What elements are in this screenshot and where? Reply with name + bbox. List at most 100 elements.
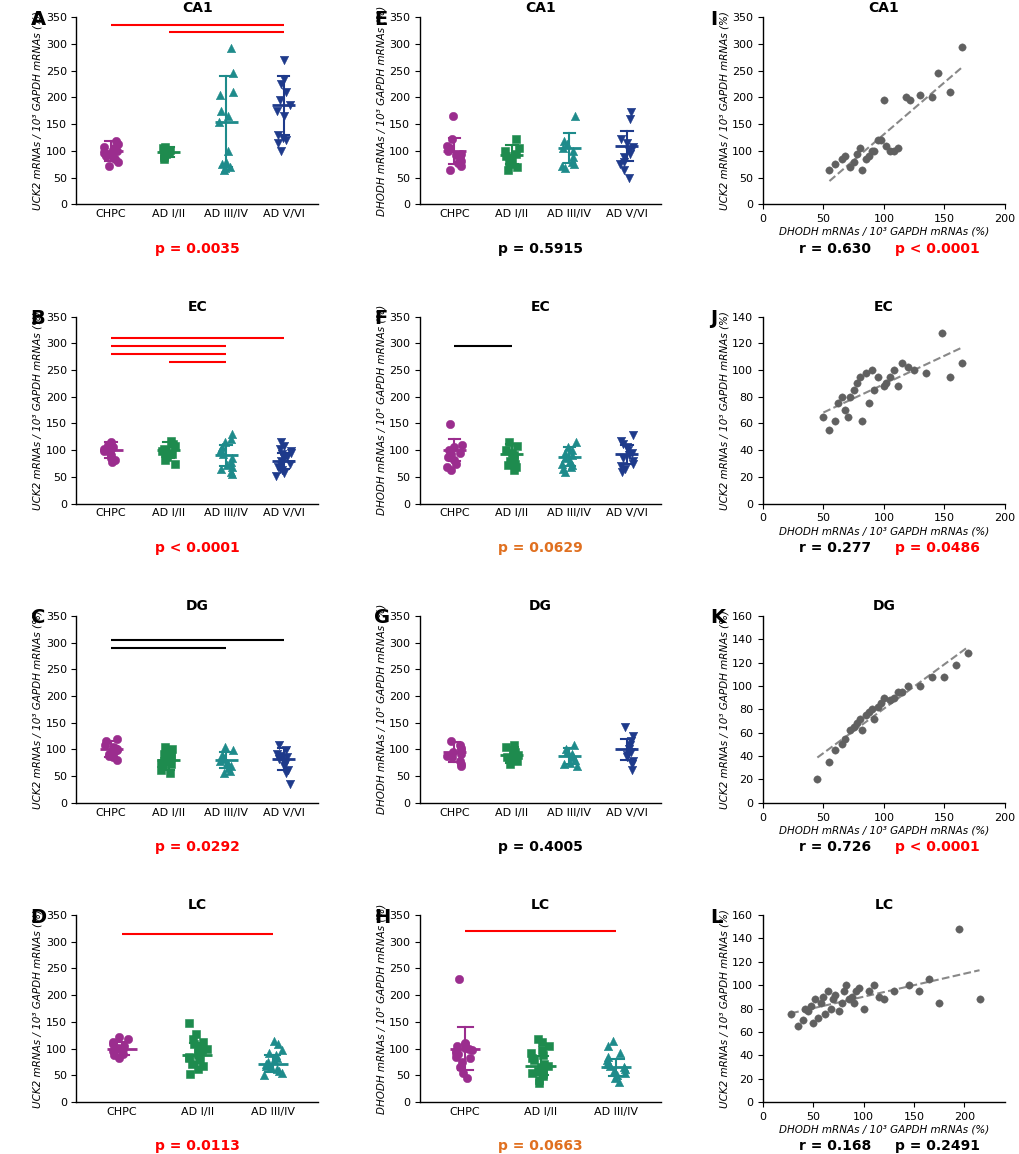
Point [218,152,234,171]
Title: DG: DG [529,599,551,613]
Point [195,1057,211,1076]
Point [820,752,837,771]
Point [622,110,638,128]
Point [97,441,113,459]
Point [860,395,876,413]
Point [447,1048,464,1066]
Point [565,748,581,766]
Point [504,741,521,759]
Point [98,732,114,750]
Point [450,969,467,988]
Point [884,982,901,1001]
Point [954,37,970,55]
Point [268,1059,284,1078]
Point [109,1039,125,1057]
Point [157,142,173,160]
Text: G: G [373,608,389,628]
Point [557,740,574,758]
Point [114,1040,130,1058]
Point [96,440,112,458]
Title: EC: EC [187,300,207,314]
Point [199,1040,215,1058]
Point [159,448,175,466]
Point [599,1052,615,1071]
Point [614,449,631,467]
Point [503,150,520,168]
Point [619,441,635,459]
Point [272,91,288,110]
Point [826,741,843,759]
Text: E: E [373,10,386,29]
Point [448,1036,465,1055]
Point [899,676,915,695]
Point [833,150,849,168]
Point [497,737,514,756]
Point [255,1066,271,1085]
Point [108,132,124,150]
Point [98,147,114,165]
Point [222,39,238,58]
Point [612,432,629,450]
Point [442,732,459,750]
Point [615,459,632,478]
Point [440,441,457,459]
Point [837,729,853,748]
Point [273,445,289,464]
Point [535,1055,551,1073]
Point [447,455,464,473]
Point [853,160,869,179]
Point [272,142,288,160]
Point [565,148,581,166]
Point [839,407,855,426]
Point [156,737,172,756]
X-axis label: DHODH mRNAs / 10³ GAPDH mRNAs (%): DHODH mRNAs / 10³ GAPDH mRNAs (%) [777,1124,988,1134]
Point [225,65,242,83]
Point [506,743,523,762]
Point [567,751,583,770]
Point [109,152,125,171]
Point [438,747,454,765]
Point [621,447,637,465]
Point [109,729,125,748]
Point [452,157,469,175]
Point [194,1041,210,1059]
Point [824,990,841,1009]
Point [220,759,236,778]
Point [269,1049,285,1067]
Point [948,655,964,674]
Point [562,458,579,477]
Point [564,745,580,764]
Point [444,743,461,762]
Point [507,130,524,149]
Point [553,459,570,478]
Point [840,990,856,1009]
Point [105,439,121,457]
Point [215,445,231,464]
Point [101,157,117,175]
Title: DG: DG [871,599,895,613]
Point [615,152,632,171]
Point [163,755,179,773]
Point [451,443,468,462]
Point [215,764,231,782]
Point [166,455,182,473]
Point [614,435,631,454]
Point [276,755,292,773]
Point [184,1029,201,1048]
Title: DG: DG [185,599,209,613]
Text: J: J [709,309,716,328]
Point [560,451,577,470]
Point [880,367,897,385]
Point [98,144,114,163]
Point [505,462,522,480]
Point [851,138,867,157]
Title: CA1: CA1 [867,1,899,15]
Title: EC: EC [873,300,893,314]
Point [857,364,873,382]
Point [562,447,579,465]
Point [105,748,121,766]
Point [260,1043,276,1062]
Point [625,752,641,771]
Point [835,982,851,1001]
Point [826,412,843,430]
